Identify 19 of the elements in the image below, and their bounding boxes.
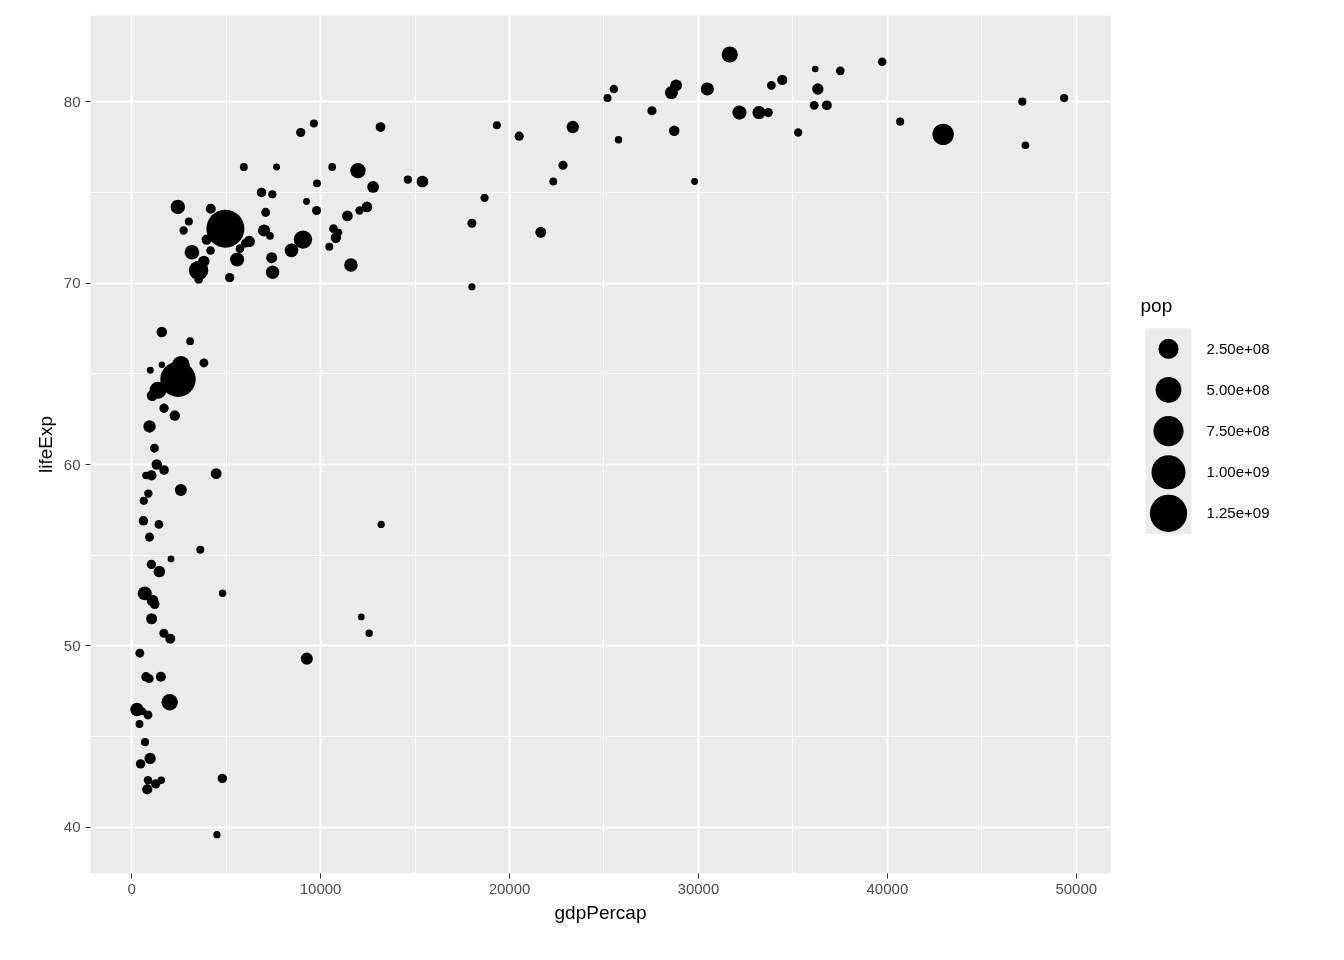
y-axis-title: lifeExp [34, 415, 56, 474]
y-tick-label: 80 [63, 92, 81, 110]
legend-label: 1.25e+09 [1206, 504, 1270, 522]
x-tick-label: 0 [127, 879, 136, 897]
y-tick-label: 50 [63, 636, 81, 654]
x-tick-label: 30000 [677, 879, 720, 897]
legend-label: 5.00e+08 [1206, 380, 1270, 398]
legend-label: 2.50e+08 [1206, 339, 1270, 357]
x-axis-title: gdpPercap [554, 901, 647, 923]
y-tick-label: 70 [63, 274, 81, 292]
y-tick-label: 60 [63, 455, 81, 473]
x-tick-label: 20000 [488, 879, 531, 897]
x-tick-label: 10000 [299, 879, 342, 897]
legend-title: pop [1140, 294, 1173, 316]
y-tick-label: 40 [63, 818, 81, 836]
x-tick-label: 40000 [866, 879, 909, 897]
x-tick-label: 50000 [1055, 879, 1098, 897]
legend-label: 1.00e+09 [1206, 463, 1270, 481]
legend-label: 7.50e+08 [1206, 422, 1270, 440]
